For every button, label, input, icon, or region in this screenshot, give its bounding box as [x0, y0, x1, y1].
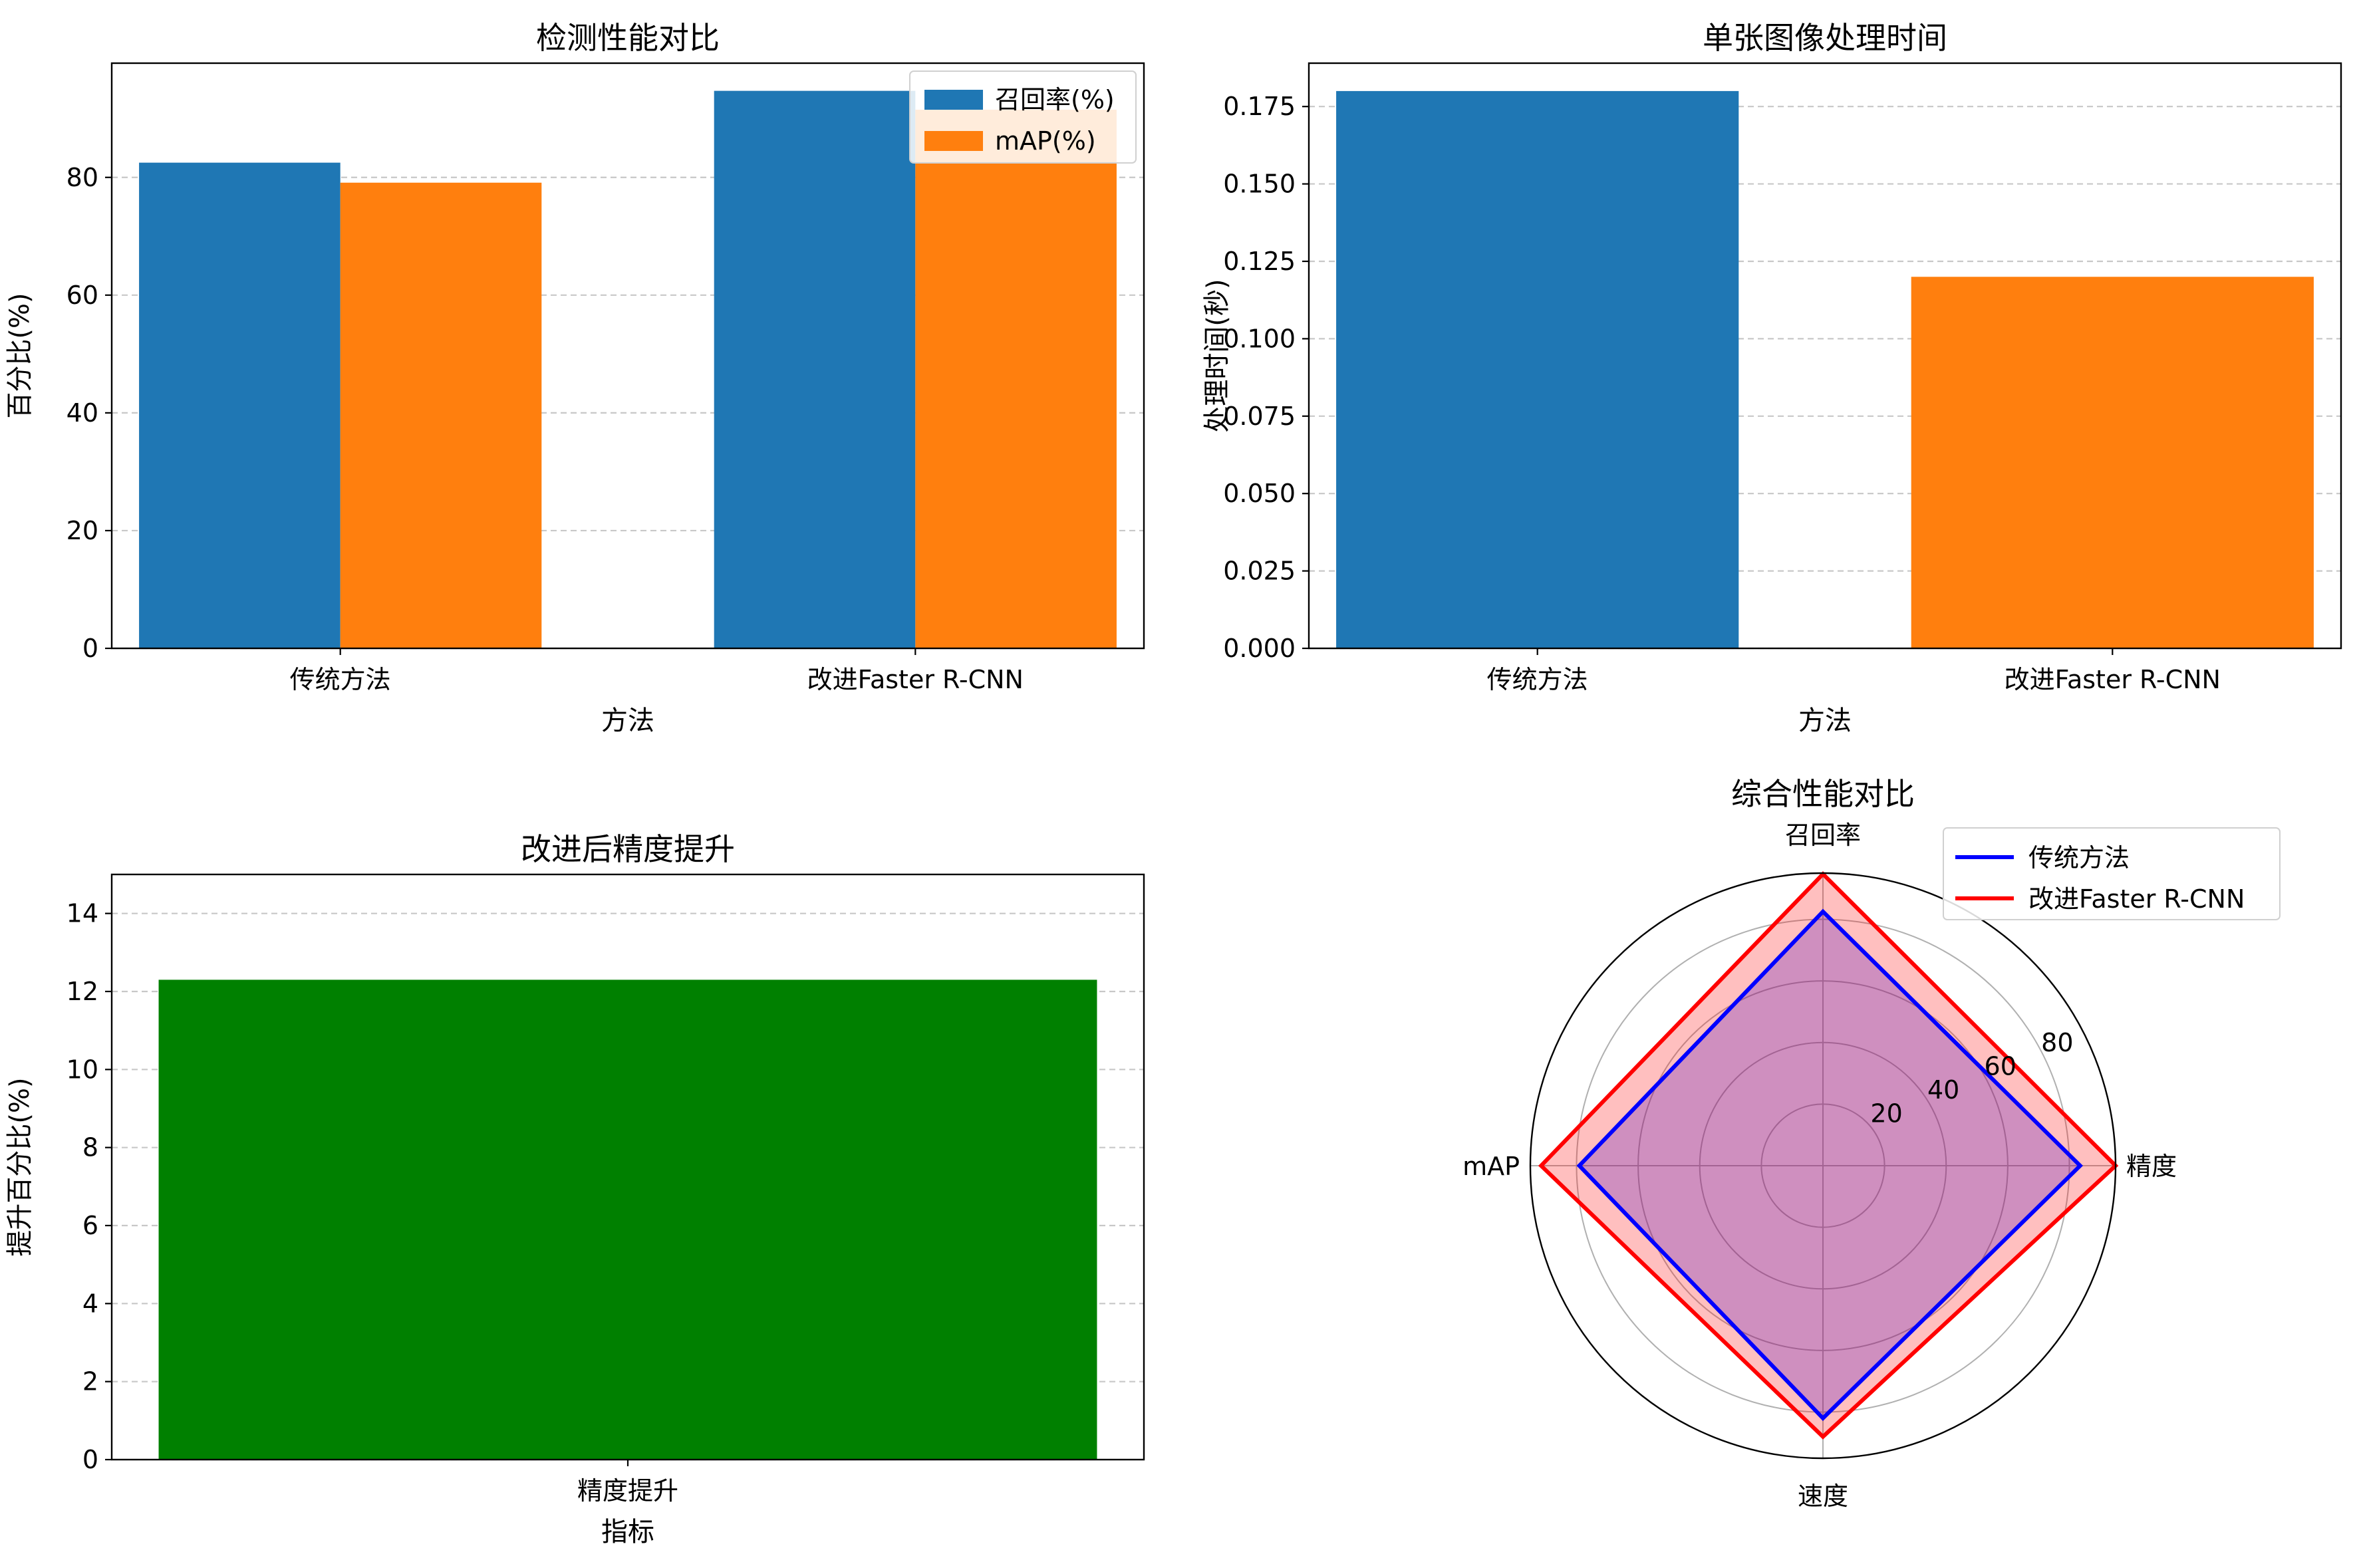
- radar-axis-label: 速度: [1798, 1482, 1848, 1511]
- y-axis-label: 百分比(%): [5, 293, 35, 418]
- x-tick-label: 精度提升: [577, 1476, 678, 1505]
- y-tick-label: 40: [67, 398, 98, 428]
- x-tick-label: 改进Faster R-CNN: [807, 665, 1024, 694]
- legend-entry: mAP(%): [995, 126, 1096, 156]
- radial-tick-label: 60: [1985, 1052, 2016, 1081]
- y-tick-label: 60: [67, 281, 98, 310]
- radar-line-0: [1576, 908, 2084, 1422]
- radial-tick-label: 20: [1870, 1099, 1902, 1128]
- y-tick-label: 2: [82, 1367, 98, 1396]
- legend-entry: 召回率(%): [995, 85, 1115, 114]
- x-tick-label: 传统方法: [1487, 665, 1588, 694]
- radar-fill-0: [1579, 911, 2080, 1418]
- bar-1-1-1: [915, 109, 1117, 648]
- y-tick-label: 0.150: [1223, 170, 1296, 199]
- y-tick-label: 0.075: [1223, 402, 1296, 431]
- x-tick-label: 传统方法: [290, 665, 391, 694]
- y-tick-label: 80: [67, 163, 98, 192]
- y-tick-label: 0.000: [1223, 634, 1296, 663]
- chart-title: 单张图像处理时间: [1703, 20, 1947, 56]
- legend-entry: 改进Faster R-CNN: [2028, 884, 2245, 914]
- x-axis-label: 指标: [601, 1517, 654, 1547]
- bar-2-0-1: [1911, 277, 2314, 648]
- y-tick-label: 6: [82, 1211, 98, 1240]
- legend-swatch: [924, 131, 983, 151]
- radar-axis-label: mAP: [1462, 1152, 1520, 1181]
- y-tick-label: 0: [82, 1445, 98, 1474]
- y-tick-label: 0.100: [1223, 324, 1296, 353]
- bar-3-0-0: [158, 980, 1097, 1460]
- y-tick-label: 12: [67, 977, 98, 1006]
- axes-frame: [110, 62, 1145, 650]
- y-axis-label: 处理时间(秒): [1202, 279, 1232, 432]
- radar-outer-circle: [1529, 872, 2117, 1460]
- x-tick-label: 改进Faster R-CNN: [2005, 665, 2221, 694]
- bar-1-1-0: [340, 182, 542, 648]
- chart-title: 改进后精度提升: [521, 831, 735, 867]
- y-tick-label: 0: [82, 634, 98, 663]
- radar-axis-label: 精度: [2126, 1152, 2177, 1181]
- x-axis-label: 方法: [1798, 706, 1852, 736]
- legend-swatch: [924, 90, 983, 110]
- bar-2-0-0: [1336, 90, 1739, 648]
- x-axis-label: 方法: [601, 706, 654, 736]
- chart-title: 综合性能对比: [1731, 776, 1915, 812]
- y-tick-label: 20: [67, 516, 98, 545]
- bar-1-0-1: [714, 90, 916, 648]
- chart-2: 0.000 0.025 0.050 0.075 0.100 0.125 0.150 0.175…: [1202, 20, 2342, 736]
- legend: 召回率(%) mAP(%): [909, 70, 1137, 164]
- radar-line-1: [1538, 871, 2119, 1440]
- y-tick-label: 0.125: [1223, 247, 1296, 276]
- axes-frame: [1308, 62, 2342, 650]
- chart-1: 0 20 40 60 80 传统方法 改进Faster R-CNN 方法 百分比(%) 检测性能对…: [5, 20, 1145, 736]
- y-tick-label: 10: [67, 1055, 98, 1084]
- legend-entry: 传统方法: [2028, 843, 2130, 872]
- radial-tick-label: 40: [1927, 1075, 1959, 1105]
- y-tick-label: 8: [82, 1133, 98, 1162]
- y-tick-label: 0.175: [1223, 92, 1296, 121]
- y-tick-label: 14: [67, 899, 98, 928]
- chart-title: 检测性能对比: [536, 20, 720, 56]
- y-tick-label: 0.025: [1223, 557, 1296, 586]
- radar-axis-label: 召回率: [1785, 821, 1861, 850]
- bar-1-0-0: [139, 162, 341, 649]
- y-tick-label: 4: [82, 1289, 98, 1318]
- legend-box: [1943, 827, 2281, 920]
- y-tick-label: 0.050: [1223, 479, 1296, 508]
- y-axis-label: 提升百分比(%): [5, 1077, 35, 1256]
- radial-tick-label: 80: [2041, 1028, 2073, 1057]
